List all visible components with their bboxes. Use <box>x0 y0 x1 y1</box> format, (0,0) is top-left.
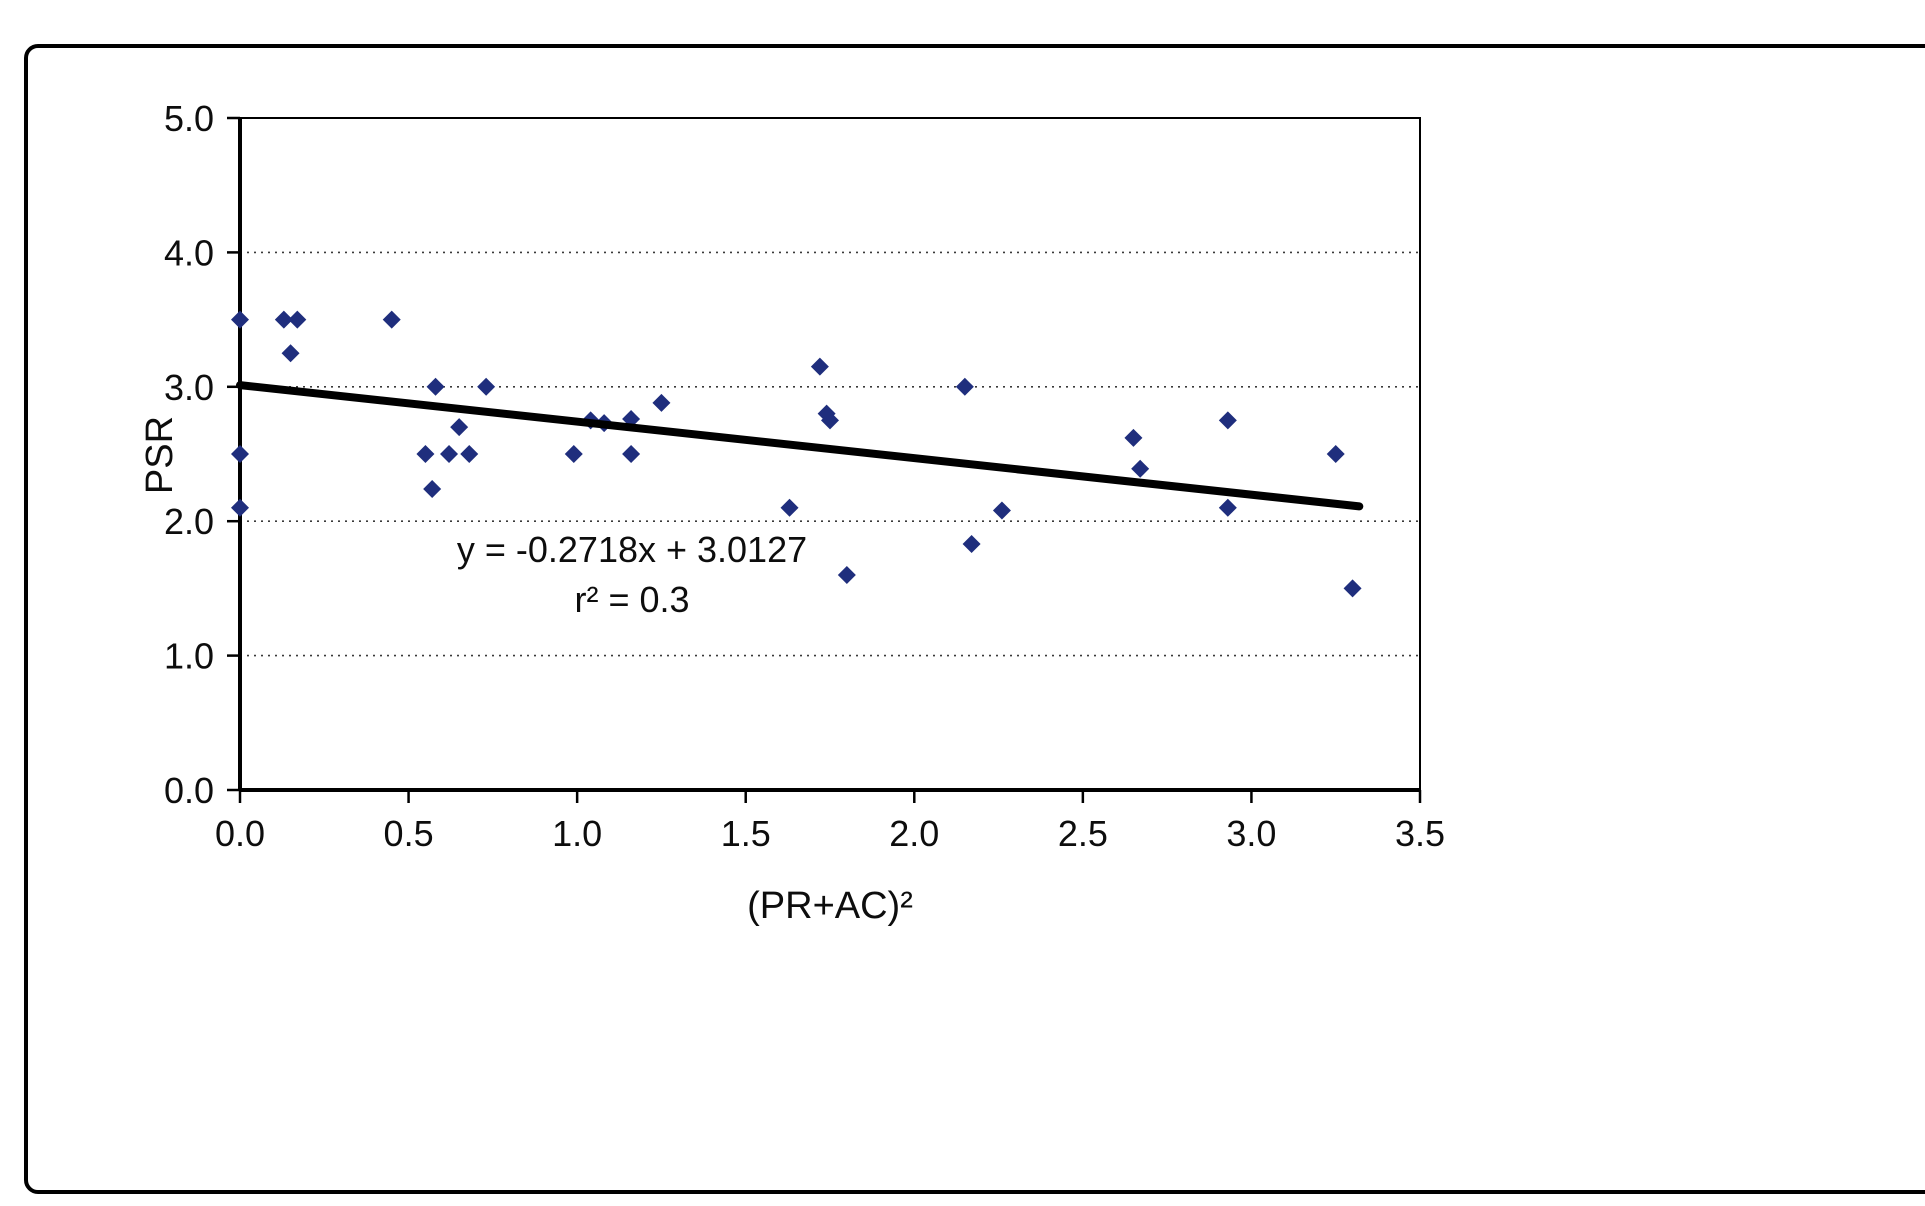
data-point <box>810 357 829 376</box>
data-point <box>955 377 974 396</box>
plot-area: 0.0 0.5 1.0 1.5 2.0 2.5 3.0 3.5 0.0 1.0 2.0 3.0 4.0 5… <box>164 98 1445 854</box>
data-point <box>450 418 469 437</box>
data-point <box>652 393 671 412</box>
y-tick-label: 4.0 <box>164 232 214 273</box>
data-point <box>622 445 641 463</box>
data-point <box>1326 445 1345 463</box>
data-point <box>460 445 479 463</box>
data-point <box>274 310 293 329</box>
data-point <box>780 498 799 517</box>
x-tick-label: 0.0 <box>215 813 265 854</box>
data-point <box>440 445 459 463</box>
y-tick-label: 3.0 <box>164 367 214 408</box>
data-point <box>1343 579 1362 598</box>
data-point <box>821 411 839 430</box>
trendline-equation: y = -0.2718x + 3.0127 <box>457 529 807 570</box>
data-point <box>231 310 249 329</box>
data-point <box>231 498 249 517</box>
data-point <box>1131 459 1150 478</box>
y-tick-label: 2.0 <box>164 501 214 542</box>
data-point <box>962 535 981 554</box>
x-tick-label: 0.5 <box>384 813 434 854</box>
data-point <box>426 377 445 396</box>
data-point <box>477 377 496 396</box>
data-point <box>1218 498 1237 517</box>
y-tick-label: 0.0 <box>164 770 214 811</box>
data-point <box>382 310 401 329</box>
data-point <box>1218 411 1237 430</box>
x-axis-title: (PR+AC)² <box>747 885 913 927</box>
trendline <box>236 381 1364 511</box>
data-point <box>231 445 249 463</box>
y-axis-title: PSR <box>139 416 181 494</box>
x-tick-label: 1.5 <box>721 813 771 854</box>
data-point <box>423 479 442 498</box>
data-point <box>837 565 856 584</box>
x-tick-label: 1.0 <box>552 813 602 854</box>
data-point <box>1124 428 1143 447</box>
outer-border <box>24 44 1925 1194</box>
x-tick-label: 2.5 <box>1058 813 1108 854</box>
data-point <box>992 501 1011 520</box>
data-point <box>288 310 307 329</box>
data-point <box>416 445 435 463</box>
x-tick-label: 3.5 <box>1395 813 1445 854</box>
data-point <box>281 344 300 363</box>
y-tick-label: 1.0 <box>164 636 214 677</box>
trendline-r-squared: r² = 0.3 <box>574 579 689 620</box>
x-tick-label: 2.0 <box>889 813 939 854</box>
x-tick-label: 3.0 <box>1226 813 1276 854</box>
data-point <box>564 445 583 463</box>
y-tick-label: 5.0 <box>164 98 214 139</box>
